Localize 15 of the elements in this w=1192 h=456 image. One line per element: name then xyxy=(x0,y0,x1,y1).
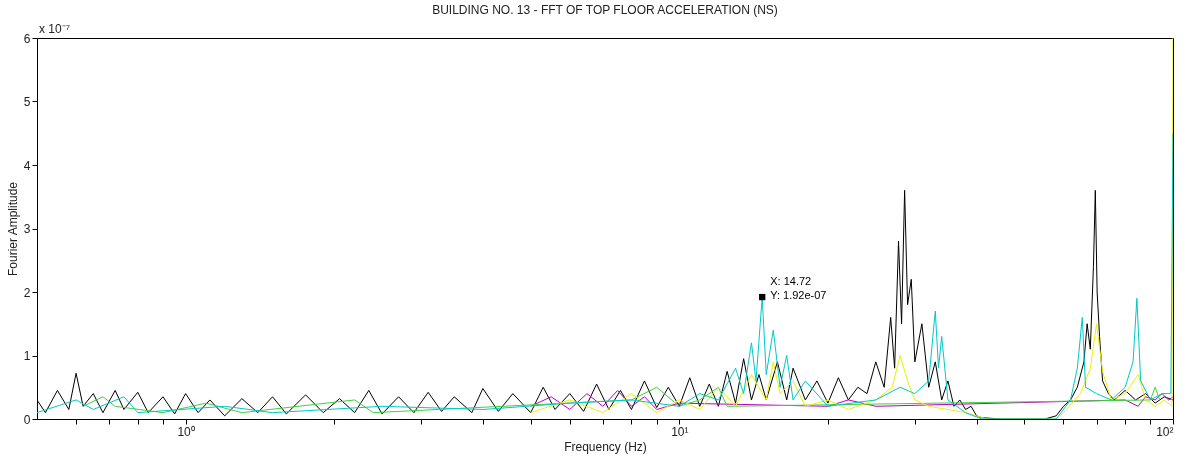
y-tick-label: 5 xyxy=(23,95,31,109)
x-tick-label: 10¹ xyxy=(671,424,689,439)
y-axis-title: Fourier Amplitude xyxy=(5,181,20,277)
chart-title: BUILDING NO. 13 - FFT OF TOP FLOOR ACCELERATION (NS) xyxy=(432,3,778,17)
y-tick-label: 4 xyxy=(23,158,31,173)
text: x 10⁻⁷ xyxy=(39,22,71,36)
y-tick-label: 0 xyxy=(23,412,31,427)
x-tick-label: 10² xyxy=(1156,424,1174,439)
annotation: X: 14.72 Y: 1.92e-07 xyxy=(770,275,827,302)
x-tick-label: 10⁰ xyxy=(177,424,195,439)
y-tick-label: 1 xyxy=(23,349,31,363)
y-tick-label: 2 xyxy=(23,285,31,300)
y-tick-label: 6 xyxy=(23,31,31,46)
x-axis-title: Frequency (Hz) xyxy=(564,439,647,454)
y-tick-label: 3 xyxy=(23,222,31,236)
